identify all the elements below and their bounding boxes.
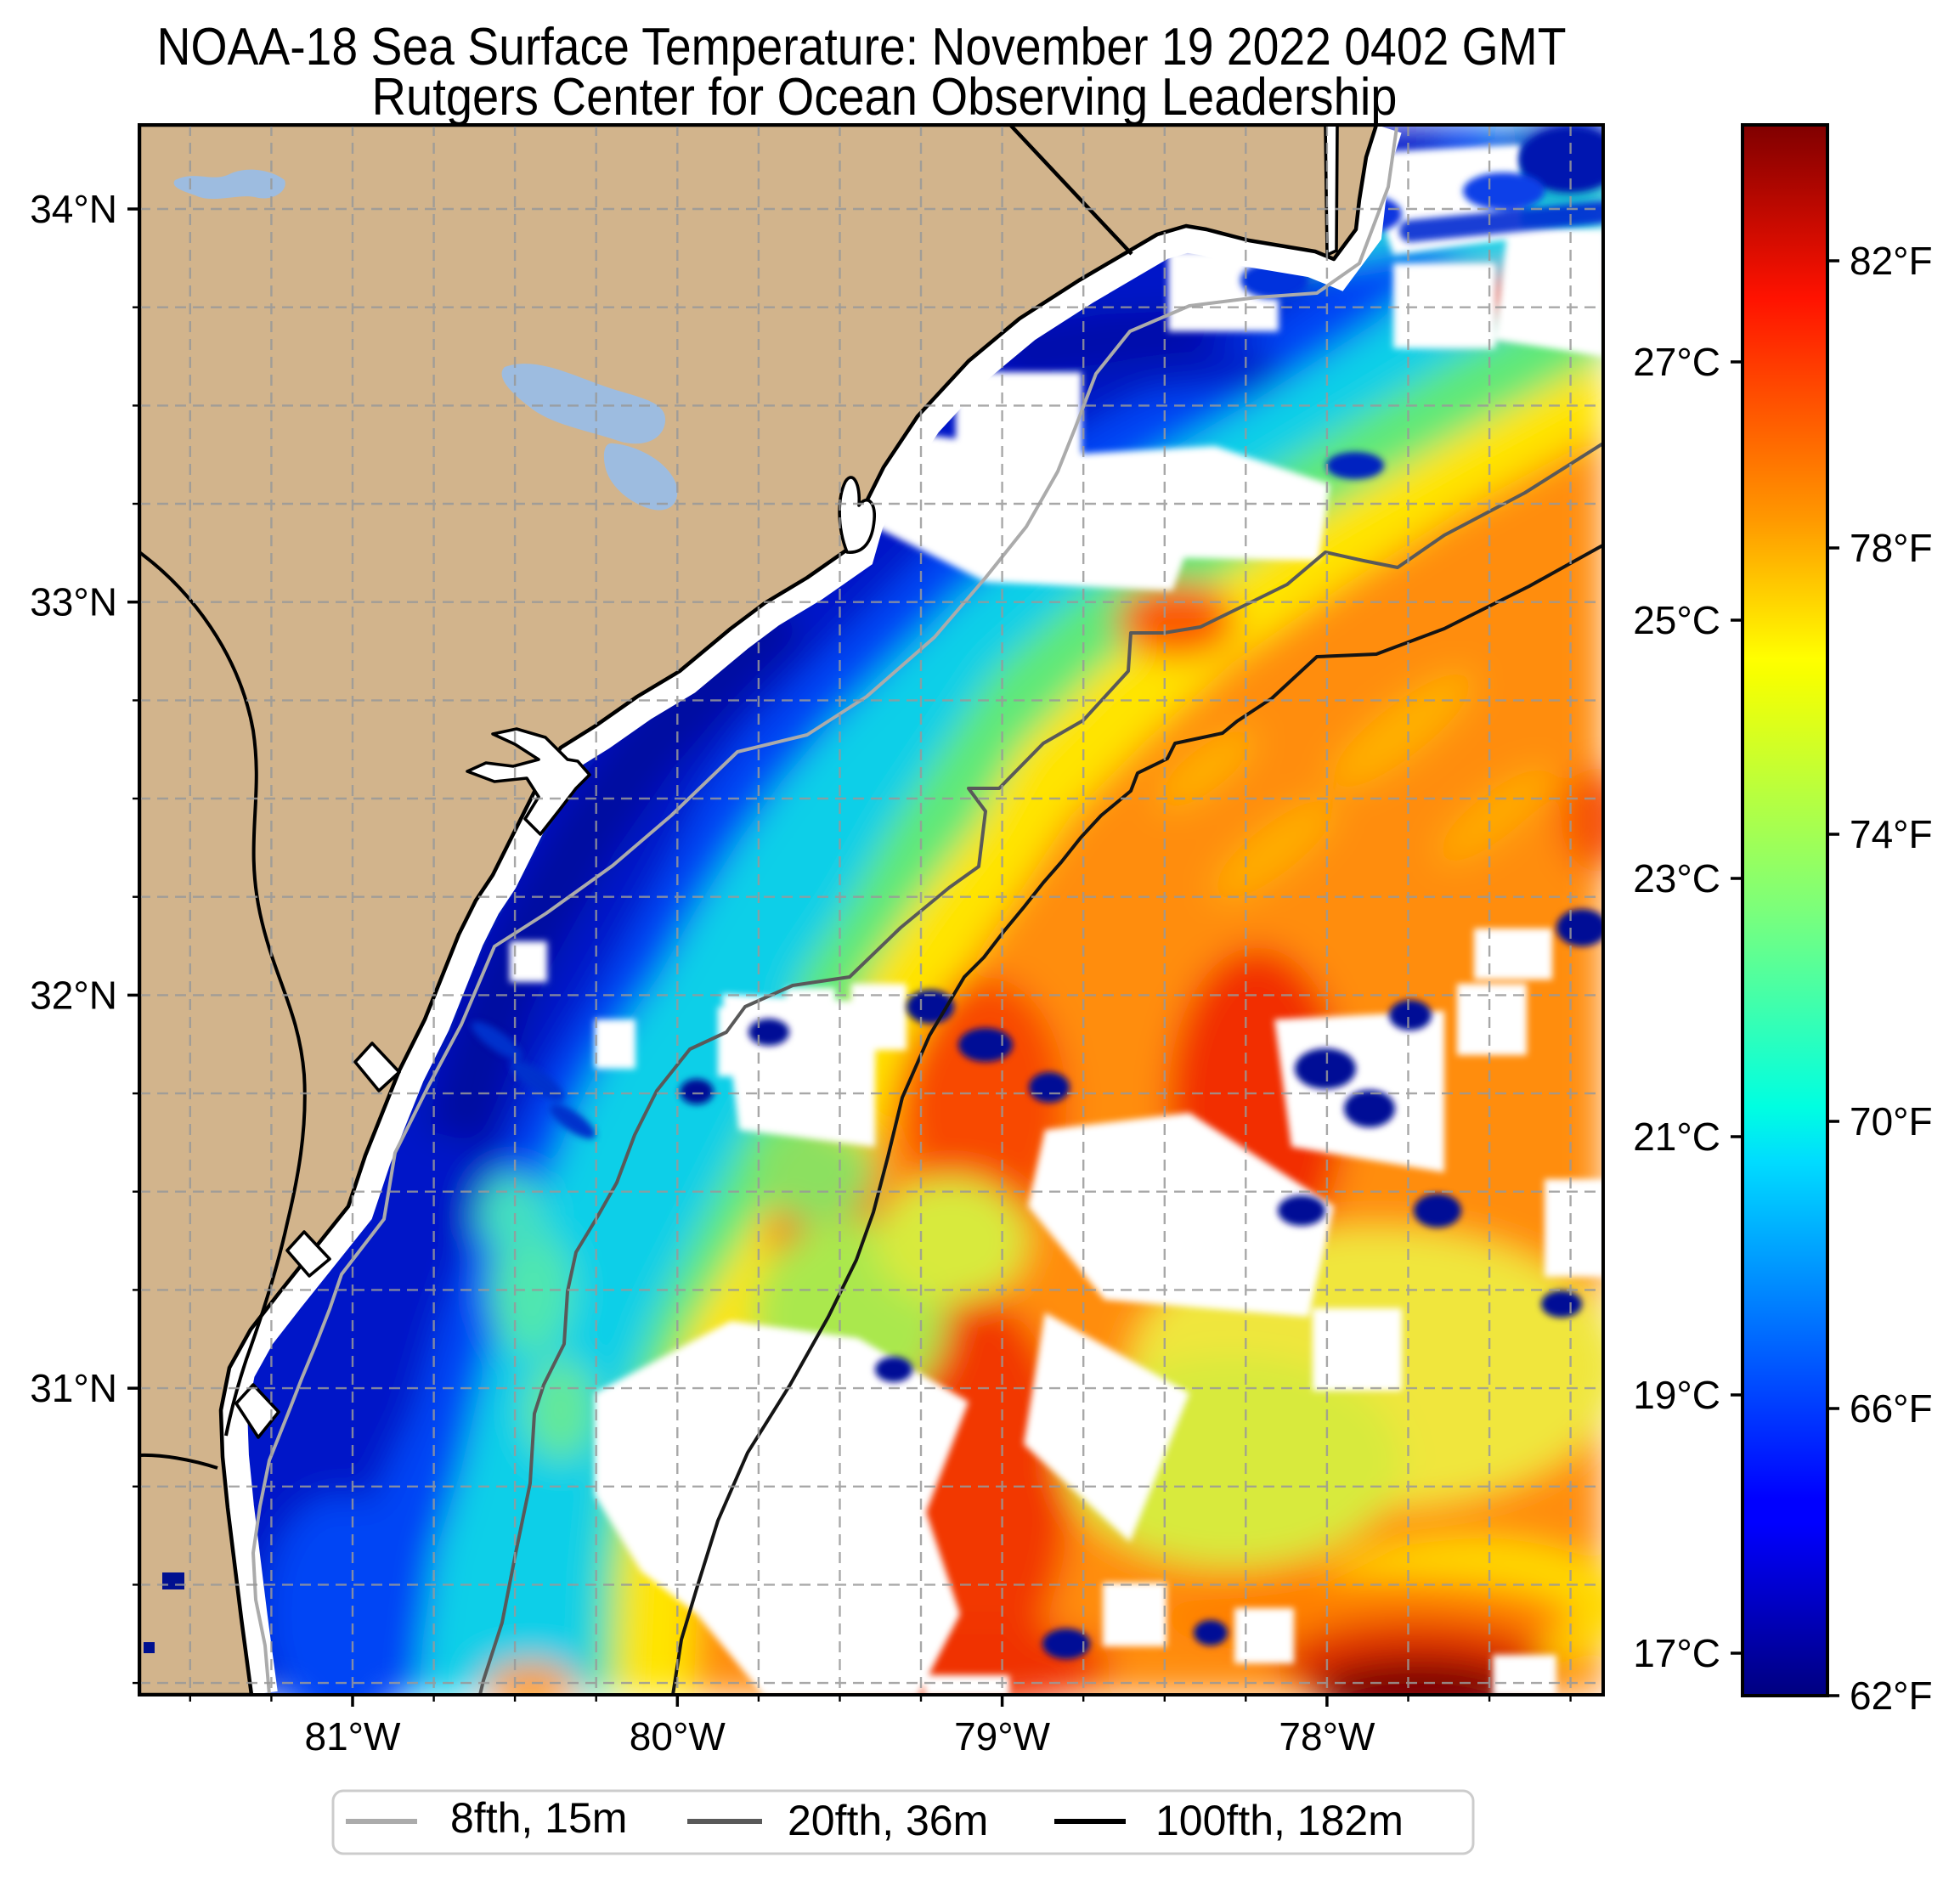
svg-text:82°F: 82°F	[1850, 239, 1933, 283]
svg-text:21°C: 21°C	[1633, 1115, 1720, 1159]
svg-text:78°F: 78°F	[1850, 526, 1933, 570]
svg-text:23°C: 23°C	[1633, 856, 1720, 900]
svg-text:66°F: 66°F	[1850, 1386, 1933, 1431]
svg-text:20fth, 36m: 20fth, 36m	[788, 1797, 988, 1844]
svg-text:8fth, 15m: 8fth, 15m	[450, 1794, 627, 1842]
svg-text:79°W: 79°W	[954, 1714, 1051, 1759]
svg-text:78°W: 78°W	[1279, 1714, 1375, 1759]
svg-text:17°C: 17°C	[1633, 1631, 1720, 1675]
svg-text:100fth, 182m: 100fth, 182m	[1155, 1797, 1404, 1844]
svg-text:81°W: 81°W	[305, 1714, 402, 1759]
svg-text:62°F: 62°F	[1850, 1674, 1933, 1718]
svg-text:74°F: 74°F	[1850, 812, 1933, 856]
svg-text:70°F: 70°F	[1850, 1099, 1933, 1143]
svg-text:80°W: 80°W	[630, 1714, 726, 1759]
svg-text:25°C: 25°C	[1633, 598, 1720, 642]
svg-text:32°N: 32°N	[30, 973, 117, 1017]
svg-text:Rutgers Center for Ocean Obser: Rutgers Center for Ocean Observing Leade…	[372, 68, 1398, 127]
svg-text:33°N: 33°N	[30, 580, 117, 624]
svg-text:27°C: 27°C	[1633, 340, 1720, 384]
svg-text:31°N: 31°N	[30, 1366, 117, 1410]
svg-text:19°C: 19°C	[1633, 1373, 1720, 1417]
svg-text:NOAA-18 Sea Surface Temperatur: NOAA-18 Sea Surface Temperature: Novembe…	[157, 18, 1567, 76]
svg-text:34°N: 34°N	[30, 187, 117, 231]
